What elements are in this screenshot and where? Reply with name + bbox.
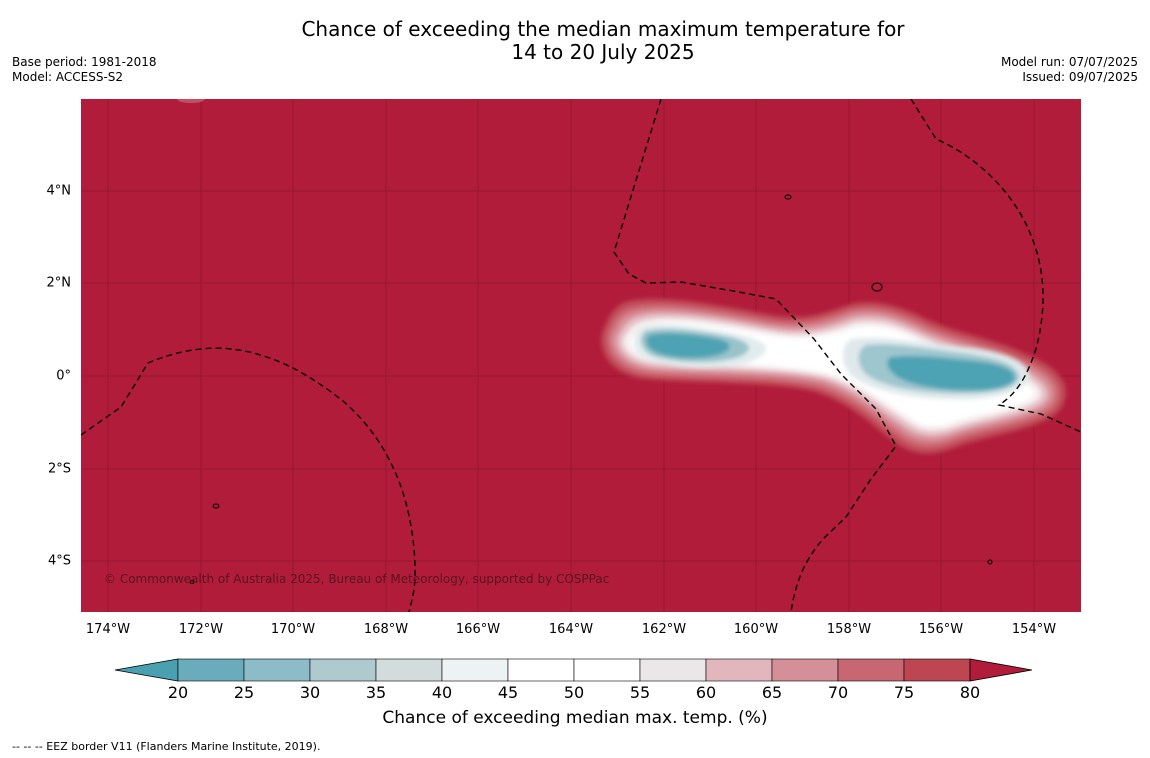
y-tick: 2°S bbox=[47, 461, 71, 477]
island bbox=[784, 194, 792, 200]
base-period: Base period: 1981-2018 bbox=[12, 55, 157, 69]
colorbar-label: 50 bbox=[563, 683, 585, 702]
colorbar-label: 30 bbox=[299, 683, 321, 702]
eez-border-central bbox=[613, 99, 897, 612]
meta-left: Base period: 1981-2018 Model: ACCESS-S2 bbox=[12, 55, 157, 85]
colorbar-cell bbox=[441, 658, 509, 682]
colorbar-extend-low bbox=[114, 658, 179, 682]
colorbar-label: 35 bbox=[365, 683, 387, 702]
island bbox=[212, 503, 220, 509]
model-run: Model run: 07/07/2025 bbox=[1000, 55, 1138, 69]
colorbar-cell bbox=[639, 658, 707, 682]
colorbar-cell bbox=[573, 658, 641, 682]
x-tick: 154°W bbox=[1011, 622, 1057, 637]
x-tick: 160°W bbox=[733, 622, 779, 637]
colorbar-cell bbox=[375, 658, 443, 682]
colorbar bbox=[114, 658, 1033, 682]
colorbar-label: 40 bbox=[431, 683, 453, 702]
map-svg bbox=[81, 99, 1081, 612]
x-tick: 172°W bbox=[178, 622, 224, 637]
colorbar-label: 55 bbox=[629, 683, 651, 702]
colorbar-label: 80 bbox=[959, 683, 981, 702]
contour-20-west bbox=[646, 333, 730, 359]
island bbox=[189, 580, 195, 584]
eez-legend-note: -- -- -- EEZ border V11 (Flanders Marine… bbox=[12, 740, 321, 753]
anomaly-contours bbox=[601, 298, 1066, 454]
colorbar-label: 45 bbox=[497, 683, 519, 702]
colorbar-label: 60 bbox=[695, 683, 717, 702]
colorbar-cell bbox=[771, 658, 839, 682]
colorbar-title: Chance of exceeding median max. temp. (%… bbox=[382, 708, 768, 728]
eez-borders bbox=[81, 99, 1081, 612]
y-tick: 4°N bbox=[46, 183, 72, 199]
map-panel: © Commonwealth of Australia 2025, Bureau… bbox=[81, 99, 1081, 612]
colorbar-label: 20 bbox=[167, 683, 189, 702]
island bbox=[871, 282, 883, 292]
islands bbox=[189, 194, 993, 584]
colorbar-cell bbox=[309, 658, 377, 682]
colorbar-cell bbox=[507, 658, 575, 682]
title-line-2: 14 to 20 July 2025 bbox=[511, 40, 695, 64]
colorbar-label: 70 bbox=[827, 683, 849, 702]
colorbar-cell bbox=[243, 658, 311, 682]
x-tick: 174°W bbox=[85, 622, 131, 637]
y-tick: 0° bbox=[56, 368, 71, 384]
colorbar-extend-high bbox=[969, 658, 1033, 682]
map-title: Chance of exceeding the median maximum t… bbox=[0, 18, 1150, 64]
eez-border-east bbox=[910, 99, 1081, 433]
colorbar-cell bbox=[903, 658, 971, 682]
copyright-notice: © Commonwealth of Australia 2025, Bureau… bbox=[104, 572, 610, 586]
x-tick: 158°W bbox=[826, 622, 872, 637]
colorbar-cell bbox=[177, 658, 245, 682]
colorbar-label: 25 bbox=[233, 683, 255, 702]
y-tick: 2°N bbox=[46, 275, 72, 291]
colorbar-label: 65 bbox=[761, 683, 783, 702]
meta-right: Model run: 07/07/2025 Issued: 09/07/2025 bbox=[1001, 55, 1138, 85]
colorbar-cell bbox=[705, 658, 773, 682]
contour-20-east bbox=[887, 355, 1016, 391]
x-tick: 170°W bbox=[270, 622, 316, 637]
x-tick: 166°W bbox=[455, 622, 501, 637]
x-tick: 168°W bbox=[363, 622, 409, 637]
x-tick: 156°W bbox=[918, 622, 964, 637]
model-name: Model: ACCESS-S2 bbox=[12, 70, 124, 84]
issued-date: Issued: 09/07/2025 bbox=[1022, 70, 1138, 84]
colorbar-cell bbox=[837, 658, 905, 682]
y-tick: 4°S bbox=[47, 553, 71, 569]
north-edge-blob bbox=[177, 99, 205, 103]
x-tick: 164°W bbox=[548, 622, 594, 637]
title-line-1: Chance of exceeding the median maximum t… bbox=[301, 17, 905, 41]
x-tick: 162°W bbox=[641, 622, 687, 637]
colorbar-label: 75 bbox=[893, 683, 915, 702]
island bbox=[987, 559, 993, 565]
